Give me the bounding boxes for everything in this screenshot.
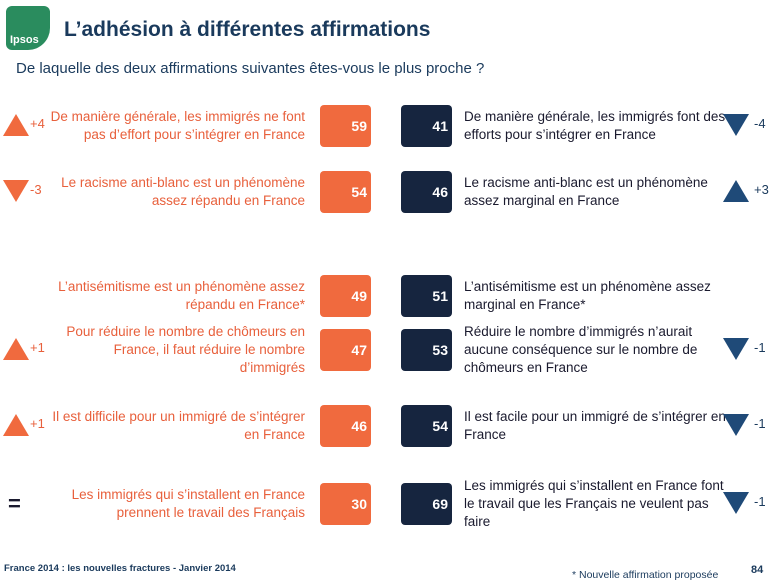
statement-row: +1 Pour réduire le nombre de chômeurs en … xyxy=(0,320,775,380)
left-statement: De manière générale, les immigrés ne fon… xyxy=(50,109,305,142)
right-change: -4 xyxy=(722,111,775,141)
right-change: -1 xyxy=(722,411,775,441)
left-value-box: 59 xyxy=(320,105,371,147)
ipsos-logo: Ipsos xyxy=(6,6,50,50)
right-value-box: 41 xyxy=(401,105,452,147)
right-change: +3 xyxy=(722,177,775,207)
left-statement: Les immigrés qui s’installent en France … xyxy=(71,487,305,520)
left-statement: L’antisémitisme est un phénomène assez r… xyxy=(58,279,305,312)
page-number: 84 xyxy=(751,564,764,576)
left-value-box: 47 xyxy=(320,329,371,371)
left-value-box: 49 xyxy=(320,275,371,317)
left-change-value: +1 xyxy=(30,340,45,355)
left-change: -3 xyxy=(2,177,62,207)
left-change: +1 xyxy=(2,335,62,365)
left-value-box: 30 xyxy=(320,483,371,525)
statement-row: = Les immigrés qui s’installent en France… xyxy=(0,474,775,534)
left-change-value: +4 xyxy=(30,116,45,131)
equal-icon: = xyxy=(8,491,21,516)
triangle-up-icon xyxy=(3,414,29,436)
page-title: L’adhésion à différentes affirmations xyxy=(64,18,431,41)
statement-row: -3 Le racisme anti-blanc est un phénomène… xyxy=(0,162,775,222)
left-change: = xyxy=(2,489,62,519)
page-subtitle: De laquelle des deux affirmations suivan… xyxy=(16,60,485,77)
triangle-up-icon xyxy=(3,338,29,360)
left-value-box: 54 xyxy=(320,171,371,213)
right-statement: L’antisémitisme est un phénomène assez m… xyxy=(464,279,711,312)
statement-row: L’antisémitisme est un phénomène assez r… xyxy=(0,266,775,326)
left-statement: Il est difficile pour un immigré de s’in… xyxy=(52,409,305,442)
right-change: -1 xyxy=(722,335,775,365)
left-statement: Le racisme anti-blanc est un phénomène a… xyxy=(61,175,305,208)
left-change: +4 xyxy=(2,111,62,141)
triangle-up-icon xyxy=(3,114,29,136)
right-change-value: -1 xyxy=(754,494,766,509)
triangle-down-icon xyxy=(723,414,749,436)
right-value-box: 69 xyxy=(401,483,452,525)
left-change-value: -3 xyxy=(30,182,42,197)
statement-row: +4 De manière générale, les immigrés ne f… xyxy=(0,96,775,156)
triangle-down-icon xyxy=(723,338,749,360)
triangle-up-icon xyxy=(723,180,749,202)
statement-row: +1 Il est difficile pour un immigré de s’… xyxy=(0,396,775,456)
triangle-down-icon xyxy=(723,114,749,136)
triangle-down-icon xyxy=(723,492,749,514)
right-statement: Réduire le nombre d’immigrés n’aurait au… xyxy=(464,324,698,375)
right-statement: Les immigrés qui s’installent en France … xyxy=(464,478,724,529)
footer-note: * Nouvelle affirmation proposée xyxy=(572,569,719,581)
right-value-box: 53 xyxy=(401,329,452,371)
right-value-box: 51 xyxy=(401,275,452,317)
right-statement: Le racisme anti-blanc est un phénomène a… xyxy=(464,175,708,208)
footer-source: France 2014 : les nouvelles fractures - … xyxy=(4,563,236,574)
logo-text: Ipsos xyxy=(10,34,39,46)
right-value-box: 46 xyxy=(401,171,452,213)
left-change-value: +1 xyxy=(30,416,45,431)
right-statement: De manière générale, les immigrés font d… xyxy=(464,109,726,142)
right-change-value: +3 xyxy=(754,182,769,197)
right-value-box: 54 xyxy=(401,405,452,447)
triangle-down-icon xyxy=(3,180,29,202)
right-change-value: -1 xyxy=(754,340,766,355)
right-change-value: -1 xyxy=(754,416,766,431)
left-statement: Pour réduire le nombre de chômeurs en Fr… xyxy=(66,324,305,375)
right-change: -1 xyxy=(722,489,775,519)
right-statement: Il est facile pour un immigré de s’intég… xyxy=(464,409,726,442)
left-change: +1 xyxy=(2,411,62,441)
left-value-box: 46 xyxy=(320,405,371,447)
right-change-value: -4 xyxy=(754,116,766,131)
